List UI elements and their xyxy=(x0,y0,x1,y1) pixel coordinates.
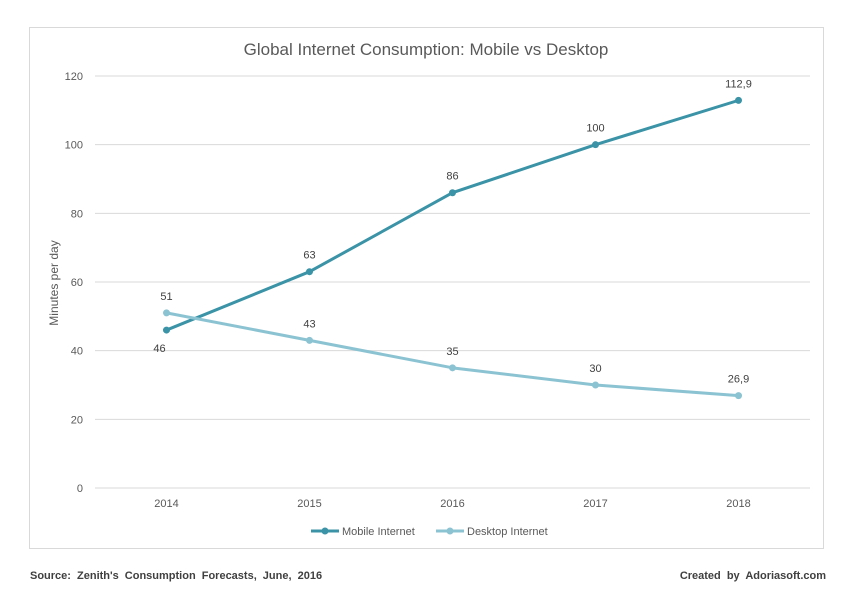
x-tick-label: 2016 xyxy=(440,498,464,510)
y-tick-labels: 0 20 40 60 80 100 120 xyxy=(65,71,83,495)
series-line xyxy=(165,98,739,332)
legend-marker xyxy=(446,527,454,535)
credit-note: Created by Adoriasoft.com xyxy=(679,570,826,582)
data-label: 46 xyxy=(153,343,165,355)
data-point xyxy=(735,392,742,400)
y-tick-label: 40 xyxy=(71,346,83,358)
x-tick-label: 2014 xyxy=(154,498,178,510)
data-point xyxy=(163,326,170,334)
series-lines xyxy=(163,96,742,400)
data-label: 35 xyxy=(446,346,458,358)
y-tick-label: 60 xyxy=(71,277,83,289)
x-tick-label: 2018 xyxy=(726,498,750,510)
chart-title: Global Internet Consumption: Mobile vs D… xyxy=(244,40,609,59)
x-tick-label: 2017 xyxy=(583,498,607,510)
data-point xyxy=(306,268,313,276)
data-point xyxy=(735,96,742,104)
y-axis-label: Minutes per day xyxy=(47,240,61,325)
data-label: 100 xyxy=(586,123,604,135)
x-tick-labels: 2014 2015 2016 2017 2018 xyxy=(154,498,750,510)
data-label: 112,9 xyxy=(725,78,752,90)
data-label: 43 xyxy=(303,318,315,330)
source-note: Source: Zenith's Consumption Forecasts, … xyxy=(30,570,323,582)
data-label: 30 xyxy=(589,363,601,375)
y-tick-label: 100 xyxy=(65,140,83,152)
data-label: 63 xyxy=(303,250,315,262)
legend-label: Desktop Internet xyxy=(467,526,548,538)
data-point xyxy=(449,189,456,197)
legend-marker xyxy=(321,527,329,535)
data-label: 51 xyxy=(160,291,172,303)
y-tick-label: 80 xyxy=(71,208,83,220)
data-point xyxy=(592,381,599,389)
legend-label: Mobile Internet xyxy=(342,526,415,538)
legend: Mobile Internet Desktop Internet xyxy=(311,526,548,538)
y-tick-label: 20 xyxy=(71,414,83,426)
gridlines xyxy=(95,75,810,489)
data-point xyxy=(449,364,456,372)
data-point xyxy=(163,309,170,317)
y-tick-label: 120 xyxy=(65,71,83,83)
data-label: 26,9 xyxy=(728,374,749,386)
data-labels: 46 63 86 100 112,9 51 43 35 30 26,9 xyxy=(153,78,751,385)
data-point xyxy=(306,336,313,344)
data-label: 86 xyxy=(446,171,458,183)
data-point xyxy=(592,141,599,149)
x-tick-label: 2015 xyxy=(297,498,321,510)
y-tick-label: 0 xyxy=(77,483,83,495)
